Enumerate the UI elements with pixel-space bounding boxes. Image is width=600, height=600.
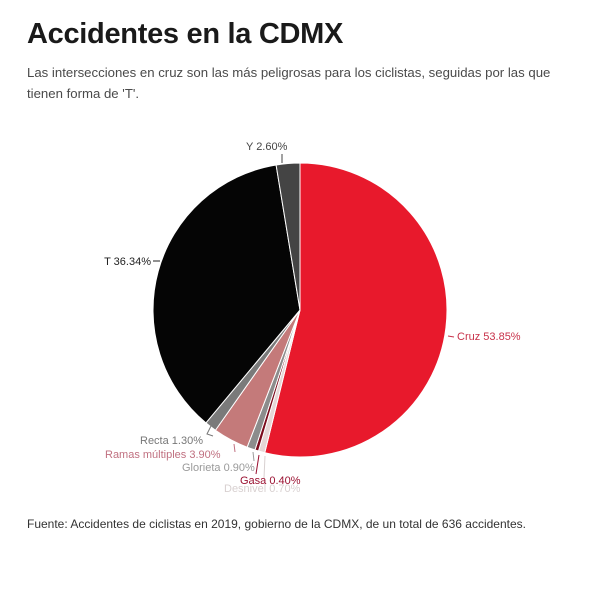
- slice-label-t: T 36.34%: [104, 256, 151, 268]
- leader-line-desnivel: [263, 455, 266, 479]
- pie-slice-y: [275, 162, 301, 311]
- label-leader-lines: [153, 154, 455, 479]
- leader-line-gasa: [255, 454, 260, 475]
- leader-line-ramas-multiples: [233, 443, 236, 453]
- pie-slice-t: [152, 164, 301, 424]
- slice-label-gasa: Gasa 0.40%: [240, 475, 301, 487]
- slice-label-y: Y 2.60%: [246, 141, 288, 153]
- leader-line-cruz: [447, 335, 455, 338]
- slice-label-desnivel: Desnivel 0.70%: [224, 483, 301, 495]
- source-note: Fuente: Accidentes de ciclistas en 2019,…: [27, 517, 526, 531]
- pie-slice-cruz: [264, 162, 448, 458]
- slice-label-cruz: Cruz 53.85%: [457, 331, 521, 343]
- leader-line-glorieta: [252, 451, 255, 462]
- slice-label-ramas-multiples: Ramas múltiples 3.90%: [105, 449, 221, 461]
- slice-labels: Cruz 53.85% Desnivel 0.70%Gasa 0.40%Glori…: [104, 141, 521, 495]
- pie-slices: [152, 162, 448, 458]
- leader-line-recta: [206, 425, 214, 437]
- page-subtitle: Las intersecciones en cruz son las más p…: [27, 65, 551, 101]
- page-title: Accidentes en la CDMX: [27, 18, 344, 50]
- slice-label-glorieta: Glorieta 0.90%: [182, 462, 255, 474]
- slice-label-recta: Recta 1.30%: [140, 435, 203, 447]
